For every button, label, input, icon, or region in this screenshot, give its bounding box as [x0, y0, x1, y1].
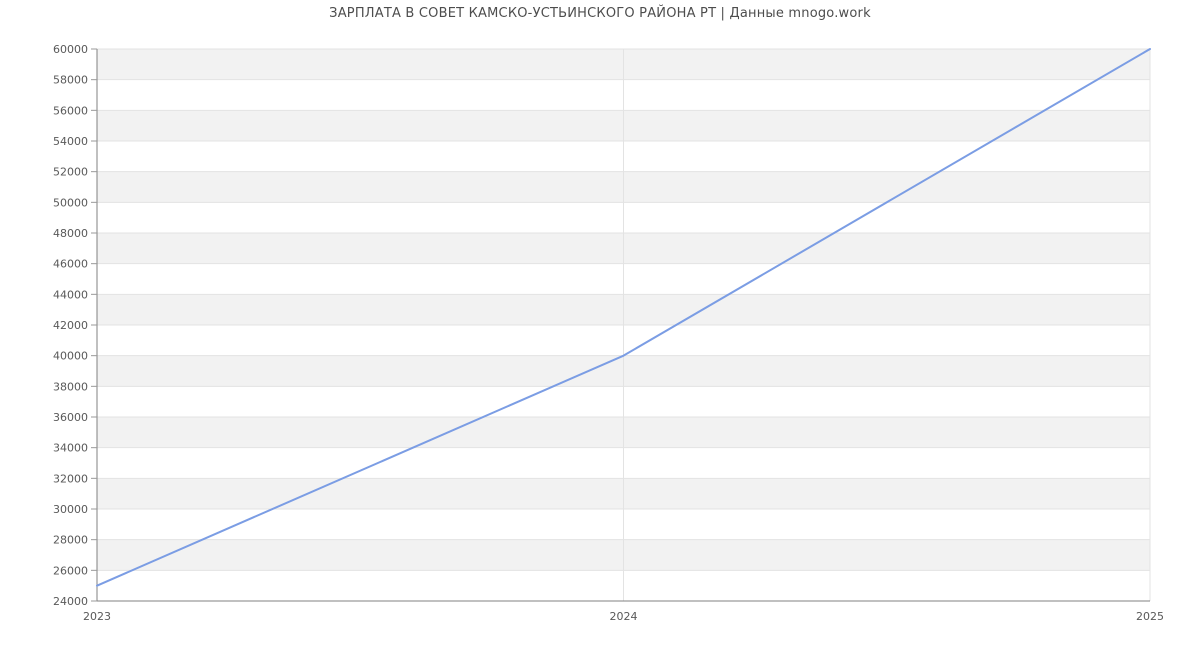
y-tick-label: 40000 — [53, 350, 88, 363]
y-tick-label: 30000 — [53, 503, 88, 516]
x-tick-label: 2024 — [610, 610, 638, 623]
y-tick-label: 44000 — [53, 288, 88, 301]
y-tick-label: 26000 — [53, 564, 88, 577]
y-tick-label: 48000 — [53, 227, 88, 240]
y-tick-label: 32000 — [53, 472, 88, 485]
y-tick-label: 42000 — [53, 319, 88, 332]
y-axis-labels: 24000 26000 28000 30000 32000 34000 36000 38000… — [53, 43, 97, 608]
y-tick-label: 54000 — [53, 135, 88, 148]
y-tick-label: 56000 — [53, 104, 88, 117]
y-tick-label: 38000 — [53, 380, 88, 393]
y-tick-label: 58000 — [53, 74, 88, 87]
y-tick-label: 50000 — [53, 196, 88, 209]
y-tick-label: 60000 — [53, 43, 88, 56]
data-line-salary — [96, 48, 1151, 587]
y-tick-label: 52000 — [53, 166, 88, 179]
x-tick-label: 2025 — [1136, 610, 1164, 623]
y-tick-label: 36000 — [53, 411, 88, 424]
y-tick-label: 46000 — [53, 258, 88, 271]
x-tick-label: 2023 — [83, 610, 111, 623]
y-tick-label: 24000 — [53, 595, 88, 608]
chart-title: ЗАРПЛАТА В СОВЕТ КАМСКО-УСТЬИНСКОГО РАЙО… — [329, 6, 871, 21]
y-tick-label: 28000 — [53, 534, 88, 547]
x-axis-labels: 2023 2024 2025 — [83, 610, 1164, 623]
y-tick-label: 34000 — [53, 442, 88, 455]
